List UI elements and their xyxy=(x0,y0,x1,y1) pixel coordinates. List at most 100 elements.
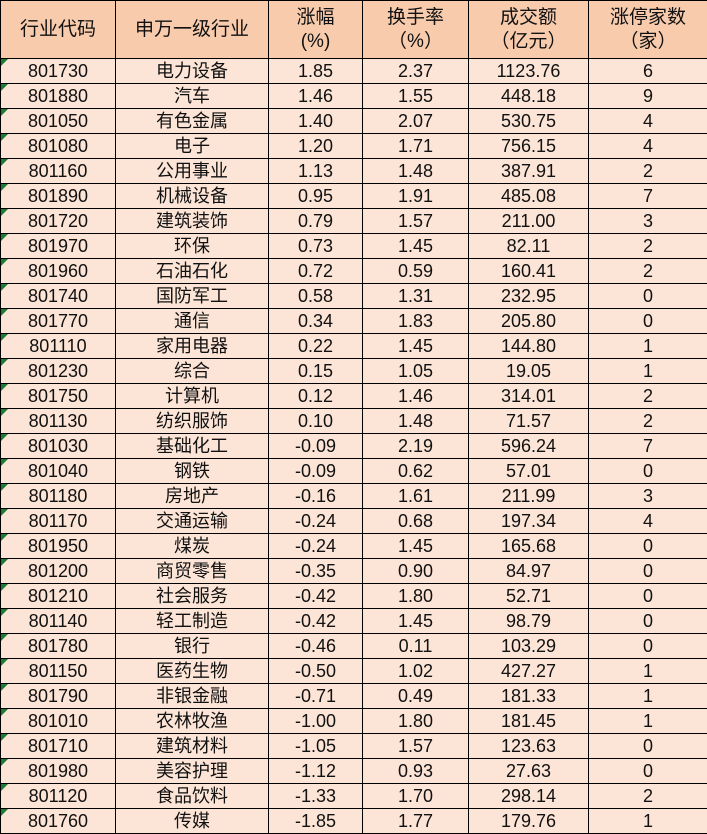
cell-industry-name[interactable]: 计算机 xyxy=(116,384,269,409)
cell-industry-name[interactable]: 钢铁 xyxy=(116,459,269,484)
cell-turnover-amount[interactable]: 211.99 xyxy=(469,484,589,509)
cell-limit-up-count[interactable]: 1 xyxy=(589,709,707,734)
cell-change-pct[interactable]: -0.24 xyxy=(269,509,363,534)
cell-change-pct[interactable]: 0.10 xyxy=(269,409,363,434)
cell-limit-up-count[interactable]: 0 xyxy=(589,584,707,609)
cell-industry-name[interactable]: 医药生物 xyxy=(116,659,269,684)
cell-industry-name[interactable]: 非银金融 xyxy=(116,684,269,709)
cell-industry-code[interactable]: 801890 xyxy=(1,184,116,209)
cell-limit-up-count[interactable]: 2 xyxy=(589,384,707,409)
cell-limit-up-count[interactable]: 2 xyxy=(589,784,707,809)
cell-industry-name[interactable]: 交通运输 xyxy=(116,509,269,534)
cell-industry-code[interactable]: 801950 xyxy=(1,534,116,559)
cell-industry-name[interactable]: 公用事业 xyxy=(116,159,269,184)
cell-industry-name[interactable]: 商贸零售 xyxy=(116,559,269,584)
cell-industry-code[interactable]: 801770 xyxy=(1,309,116,334)
cell-industry-code[interactable]: 801180 xyxy=(1,484,116,509)
cell-turnover-amount[interactable]: 103.29 xyxy=(469,634,589,659)
cell-industry-name[interactable]: 石油石化 xyxy=(116,259,269,284)
cell-industry-code[interactable]: 801200 xyxy=(1,559,116,584)
cell-industry-code[interactable]: 801170 xyxy=(1,509,116,534)
cell-industry-name[interactable]: 电力设备 xyxy=(116,59,269,84)
cell-turnover-amount[interactable]: 27.63 xyxy=(469,759,589,784)
cell-change-pct[interactable]: -0.09 xyxy=(269,459,363,484)
cell-change-pct[interactable]: -0.50 xyxy=(269,659,363,684)
cell-limit-up-count[interactable]: 3 xyxy=(589,209,707,234)
cell-turnover-rate[interactable]: 1.70 xyxy=(363,784,469,809)
cell-turnover-amount[interactable]: 84.97 xyxy=(469,559,589,584)
cell-industry-name[interactable]: 通信 xyxy=(116,309,269,334)
cell-turnover-amount[interactable]: 205.80 xyxy=(469,309,589,334)
cell-industry-code[interactable]: 801050 xyxy=(1,109,116,134)
cell-industry-name[interactable]: 传媒 xyxy=(116,809,269,834)
cell-turnover-rate[interactable]: 1.48 xyxy=(363,409,469,434)
cell-turnover-amount[interactable]: 179.76 xyxy=(469,809,589,834)
cell-change-pct[interactable]: 1.13 xyxy=(269,159,363,184)
cell-industry-name[interactable]: 社会服务 xyxy=(116,584,269,609)
cell-turnover-rate[interactable]: 1.77 xyxy=(363,809,469,834)
cell-change-pct[interactable]: 1.85 xyxy=(269,59,363,84)
cell-turnover-amount[interactable]: 57.01 xyxy=(469,459,589,484)
cell-industry-name[interactable]: 银行 xyxy=(116,634,269,659)
cell-industry-code[interactable]: 801750 xyxy=(1,384,116,409)
cell-industry-name[interactable]: 环保 xyxy=(116,234,269,259)
cell-change-pct[interactable]: -0.09 xyxy=(269,434,363,459)
cell-industry-name[interactable]: 机械设备 xyxy=(116,184,269,209)
cell-industry-name[interactable]: 基础化工 xyxy=(116,434,269,459)
cell-industry-name[interactable]: 家用电器 xyxy=(116,334,269,359)
cell-turnover-rate[interactable]: 1.46 xyxy=(363,384,469,409)
cell-limit-up-count[interactable]: 4 xyxy=(589,509,707,534)
cell-limit-up-count[interactable]: 7 xyxy=(589,434,707,459)
cell-turnover-rate[interactable]: 0.93 xyxy=(363,759,469,784)
cell-change-pct[interactable]: -0.16 xyxy=(269,484,363,509)
cell-turnover-rate[interactable]: 1.02 xyxy=(363,659,469,684)
cell-industry-code[interactable]: 801130 xyxy=(1,409,116,434)
cell-turnover-amount[interactable]: 197.34 xyxy=(469,509,589,534)
cell-change-pct[interactable]: 0.34 xyxy=(269,309,363,334)
cell-limit-up-count[interactable]: 1 xyxy=(589,684,707,709)
cell-turnover-rate[interactable]: 0.62 xyxy=(363,459,469,484)
cell-change-pct[interactable]: -0.46 xyxy=(269,634,363,659)
cell-turnover-amount[interactable]: 232.95 xyxy=(469,284,589,309)
cell-turnover-rate[interactable]: 1.48 xyxy=(363,159,469,184)
cell-industry-code[interactable]: 801140 xyxy=(1,609,116,634)
cell-industry-code[interactable]: 801780 xyxy=(1,634,116,659)
cell-industry-code[interactable]: 801120 xyxy=(1,784,116,809)
cell-turnover-amount[interactable]: 314.01 xyxy=(469,384,589,409)
cell-turnover-amount[interactable]: 123.63 xyxy=(469,734,589,759)
cell-industry-name[interactable]: 综合 xyxy=(116,359,269,384)
cell-industry-code[interactable]: 801030 xyxy=(1,434,116,459)
cell-limit-up-count[interactable]: 2 xyxy=(589,159,707,184)
cell-change-pct[interactable]: 0.72 xyxy=(269,259,363,284)
cell-turnover-rate[interactable]: 0.59 xyxy=(363,259,469,284)
cell-turnover-amount[interactable]: 82.11 xyxy=(469,234,589,259)
cell-turnover-rate[interactable]: 1.55 xyxy=(363,84,469,109)
cell-change-pct[interactable]: 0.95 xyxy=(269,184,363,209)
cell-change-pct[interactable]: -1.33 xyxy=(269,784,363,809)
cell-limit-up-count[interactable]: 0 xyxy=(589,734,707,759)
cell-turnover-rate[interactable]: 1.80 xyxy=(363,584,469,609)
cell-change-pct[interactable]: 0.73 xyxy=(269,234,363,259)
cell-industry-code[interactable]: 801880 xyxy=(1,84,116,109)
cell-industry-code[interactable]: 801760 xyxy=(1,809,116,834)
cell-limit-up-count[interactable]: 9 xyxy=(589,84,707,109)
cell-industry-code[interactable]: 801730 xyxy=(1,59,116,84)
cell-turnover-rate[interactable]: 1.45 xyxy=(363,334,469,359)
cell-turnover-rate[interactable]: 1.91 xyxy=(363,184,469,209)
cell-change-pct[interactable]: -1.05 xyxy=(269,734,363,759)
cell-limit-up-count[interactable]: 0 xyxy=(589,309,707,334)
cell-change-pct[interactable]: -0.24 xyxy=(269,534,363,559)
cell-turnover-rate[interactable]: 2.19 xyxy=(363,434,469,459)
cell-turnover-rate[interactable]: 1.71 xyxy=(363,134,469,159)
cell-industry-code[interactable]: 801160 xyxy=(1,159,116,184)
cell-turnover-rate[interactable]: 0.68 xyxy=(363,509,469,534)
cell-change-pct[interactable]: 1.20 xyxy=(269,134,363,159)
cell-change-pct[interactable]: -0.42 xyxy=(269,584,363,609)
cell-turnover-rate[interactable]: 2.07 xyxy=(363,109,469,134)
cell-limit-up-count[interactable]: 0 xyxy=(589,759,707,784)
cell-industry-name[interactable]: 煤炭 xyxy=(116,534,269,559)
cell-limit-up-count[interactable]: 4 xyxy=(589,134,707,159)
cell-turnover-amount[interactable]: 387.91 xyxy=(469,159,589,184)
cell-turnover-rate[interactable]: 1.61 xyxy=(363,484,469,509)
cell-limit-up-count[interactable]: 2 xyxy=(589,259,707,284)
